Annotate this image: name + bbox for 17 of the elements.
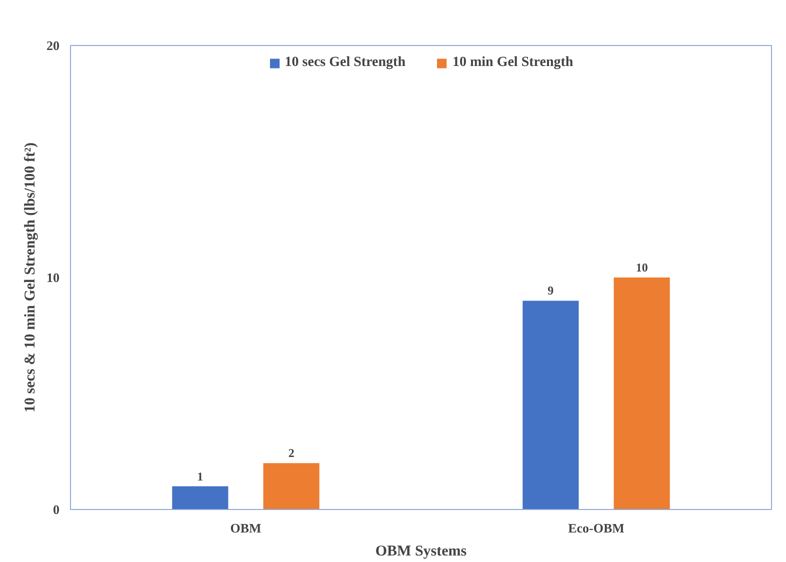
data-label: 1 [197,469,204,484]
bar [614,278,670,510]
x-tick-label: Eco-OBM [568,520,624,536]
x-axis-title: OBM Systems [375,544,467,560]
x-tick-label: OBM [230,520,262,536]
y-axis-title: 10 secs & 10 min Gel Strength (lbs/100 ft²) [22,142,38,413]
data-label: 9 [548,284,554,298]
y-tick-label: 20 [46,38,60,53]
bar [172,486,228,510]
y-tick-label: 10 [46,270,60,285]
legend-label: 10 secs Gel Strength [284,55,406,71]
bar [263,463,320,510]
data-label: 10 [636,260,648,274]
y-tick-label: 0 [53,502,60,517]
data-label: 2 [288,446,294,460]
legend-label: 10 min Gel Strength [452,55,574,71]
bar [522,300,579,510]
